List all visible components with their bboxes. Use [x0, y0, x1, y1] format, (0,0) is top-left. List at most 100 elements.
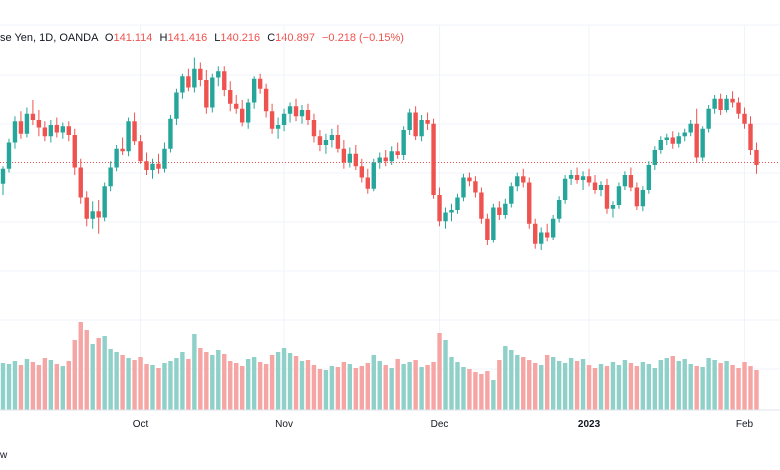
candle — [431, 119, 435, 199]
candle-body — [49, 125, 53, 136]
volume-bar — [150, 365, 154, 410]
candle — [683, 129, 687, 142]
volume-bar — [186, 359, 190, 410]
volume-bar — [312, 365, 316, 410]
candle-body — [61, 126, 65, 132]
candle — [204, 70, 208, 114]
candle — [180, 74, 184, 99]
volume-bar — [718, 363, 722, 410]
candle — [61, 123, 65, 139]
candle — [593, 175, 597, 194]
candle — [162, 143, 166, 173]
candle — [25, 108, 29, 138]
candle — [694, 109, 698, 163]
time-axis[interactable]: OctNovDec2023FebMar — [133, 419, 780, 430]
volume-bar — [49, 360, 53, 410]
candle-body — [587, 176, 591, 182]
x-tick-label: Nov — [275, 419, 293, 430]
candle — [623, 171, 627, 190]
candle-body — [312, 120, 316, 136]
candle-body — [635, 188, 639, 207]
candle-body — [700, 129, 704, 158]
candle — [378, 153, 382, 169]
candle-body — [647, 165, 651, 190]
candle-body — [736, 103, 740, 114]
volume-bar — [599, 364, 603, 410]
volume-bar — [455, 362, 459, 410]
volume-bars — [1, 322, 759, 410]
volume-bar — [754, 370, 758, 410]
volume-bar — [342, 362, 346, 410]
x-tick-label: Feb — [736, 419, 754, 430]
candle — [132, 113, 136, 146]
candle — [138, 135, 142, 164]
volume-bar — [138, 357, 142, 410]
volume-bar — [659, 360, 663, 410]
volume-bar — [222, 354, 226, 410]
candle-body — [665, 138, 669, 141]
candle — [384, 150, 388, 166]
candle — [587, 169, 591, 187]
candle-body — [25, 114, 29, 134]
volume-bar — [384, 365, 388, 410]
candle-body — [712, 99, 716, 109]
candle-body — [378, 158, 382, 163]
volume-bar — [25, 359, 29, 410]
candle-body — [748, 124, 752, 150]
candle — [150, 159, 154, 179]
candle-body — [527, 183, 531, 224]
candle-body — [186, 76, 190, 87]
candle-body — [43, 128, 47, 137]
volume-bar — [700, 367, 704, 410]
volume-bar — [198, 348, 202, 410]
volume-bar — [443, 340, 447, 410]
candle — [551, 215, 555, 240]
candle-body — [216, 71, 220, 77]
candle-body — [563, 179, 567, 200]
candle-body — [372, 163, 376, 189]
candle-body — [419, 120, 423, 136]
volume-bar — [736, 368, 740, 410]
candle-body — [276, 125, 280, 129]
candle — [198, 63, 202, 87]
candle — [330, 129, 334, 148]
volume-bar — [324, 370, 328, 410]
candle-body — [1, 169, 5, 184]
candle-body — [144, 161, 148, 170]
volume-bar — [623, 360, 627, 410]
candle — [617, 183, 621, 209]
volume-bar — [1, 363, 5, 410]
candle — [318, 130, 322, 151]
volume-bar — [665, 358, 669, 410]
volume-bar — [563, 363, 567, 410]
volume-bar — [515, 355, 519, 410]
candle — [605, 179, 609, 214]
candle — [324, 134, 328, 154]
candle-body — [413, 113, 417, 137]
candle — [276, 118, 280, 139]
candle-body — [605, 185, 609, 209]
candle-body — [575, 175, 579, 180]
candle-body — [653, 150, 657, 165]
candle — [300, 105, 304, 124]
volume-bar — [91, 344, 95, 410]
candle-body — [533, 224, 537, 244]
volume-bar — [431, 362, 435, 410]
candle-body — [677, 136, 681, 144]
candle — [557, 196, 561, 222]
candle — [443, 208, 447, 229]
candle — [413, 106, 417, 140]
candle-body — [467, 178, 471, 182]
volume-bar — [527, 360, 531, 410]
volume-bar — [724, 361, 728, 410]
volume-bar — [611, 362, 615, 410]
candle — [527, 178, 531, 229]
candle-body — [192, 69, 196, 88]
candle — [240, 100, 244, 126]
volume-bar — [96, 338, 100, 410]
volume-bar — [629, 363, 633, 410]
volume-bar — [61, 366, 65, 410]
candle-body — [156, 164, 160, 169]
candle — [102, 183, 106, 222]
